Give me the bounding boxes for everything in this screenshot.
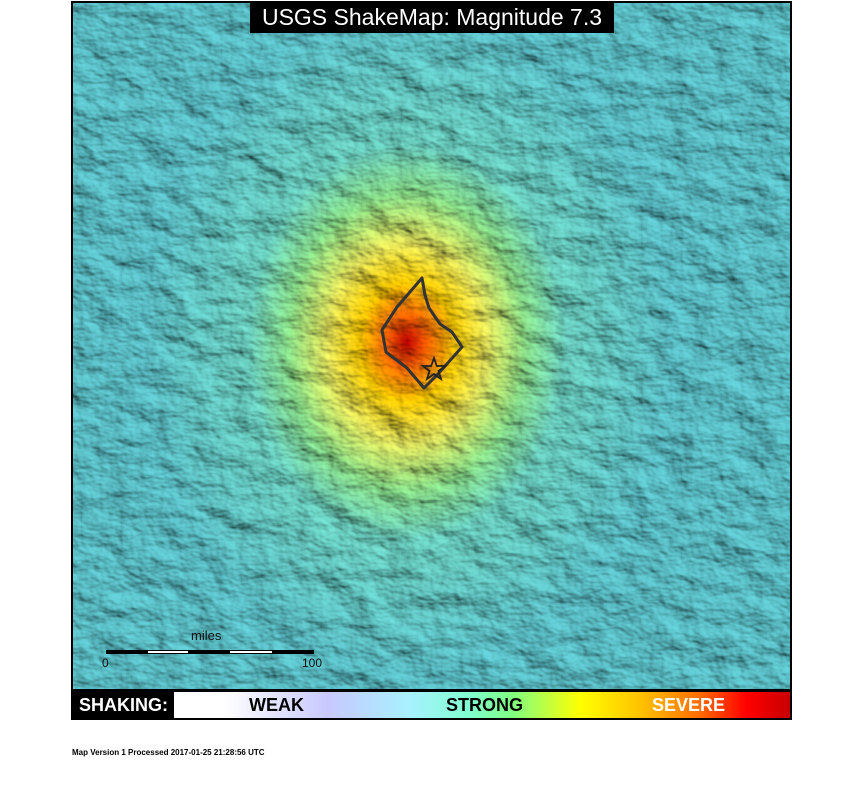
scale-unit: miles xyxy=(191,628,222,643)
scale-bar xyxy=(106,650,314,654)
map-version-footer: Map Version 1 Processed 2017-01-25 21:28… xyxy=(72,748,265,757)
scale-start: 0 xyxy=(102,656,109,670)
map-canvas xyxy=(73,3,790,689)
shakemap[interactable]: miles 0 100 xyxy=(71,1,792,691)
shaking-legend: SHAKING: WEAK STRONG SEVERE xyxy=(71,690,792,720)
shaking-intensity-layer xyxy=(73,3,790,689)
star-icon xyxy=(420,355,448,382)
legend-weak: WEAK xyxy=(249,695,304,715)
fault-outline xyxy=(380,276,464,390)
scale-end: 100 xyxy=(302,656,323,670)
legend-label: SHAKING: xyxy=(79,695,168,715)
map-title: USGS ShakeMap: Magnitude 7.3 xyxy=(250,2,614,33)
legend-color-bar: WEAK STRONG SEVERE xyxy=(174,692,790,718)
legend-strong: STRONG xyxy=(446,695,524,715)
legend-severe: SEVERE xyxy=(652,695,726,715)
